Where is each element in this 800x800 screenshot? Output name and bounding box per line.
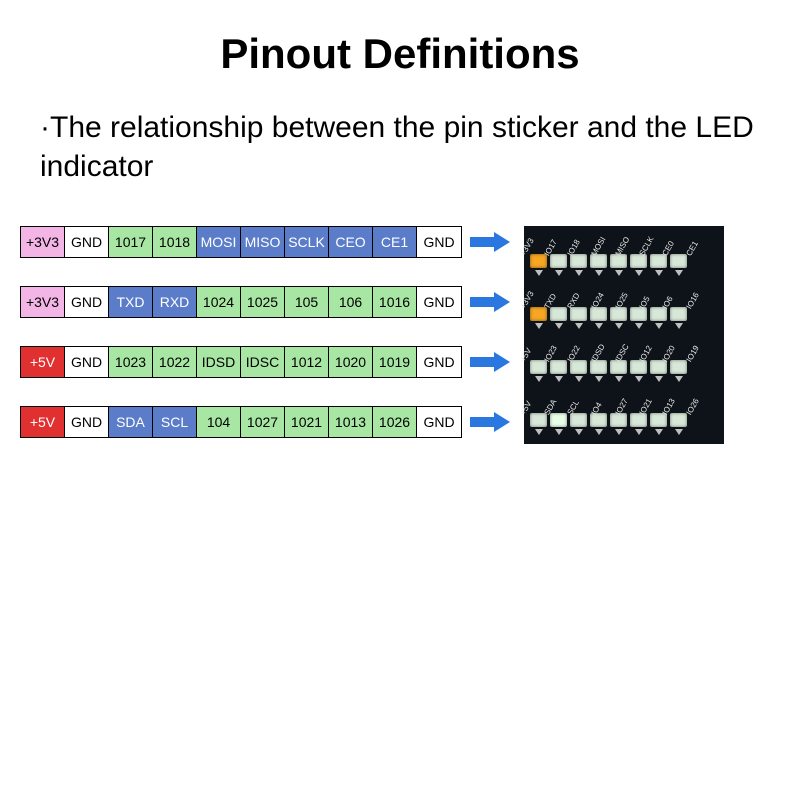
pin-row: +5VGND10231022IDSDIDSC101210201019GND [20, 346, 514, 378]
pcb-arrow-icon [570, 376, 587, 383]
pcb-board: +3V3IO17IO18MOSIMISOSCLKCE0CE1 +3V3TXDRXD… [524, 226, 724, 444]
pin-cell: GND [417, 407, 461, 437]
pin-cell: TXD [109, 287, 153, 317]
pcb-arrow-icon [610, 429, 627, 436]
page-title: Pinout Definitions [20, 30, 780, 78]
pin-cell: GND [417, 347, 461, 377]
pin-rows-container: +3V3GND10171018MOSIMISOSCLKCEOCE1GND+3V3… [20, 226, 514, 466]
pcb-arrow-icon [670, 376, 687, 383]
pin-cell: SCL [153, 407, 197, 437]
arrow-icon [470, 412, 514, 432]
pcb-arrow-icon [670, 270, 687, 277]
pin-cell: 1019 [373, 347, 417, 377]
pcb-arrow-icon [550, 270, 567, 277]
pin-cell: 1020 [329, 347, 373, 377]
pcb-arrow-icon [550, 323, 567, 330]
pin-cell: +3V3 [21, 287, 65, 317]
pcb-arrow-icon [650, 376, 667, 383]
pin-cell: GND [417, 227, 461, 257]
pin-row: +5VGNDSDASCL1041027102110131026GND [20, 406, 514, 438]
pin-cell: 1013 [329, 407, 373, 437]
pcb-arrow-icon [630, 376, 647, 383]
pin-cell: +3V3 [21, 227, 65, 257]
pcb-row: +3V3TXDRXDIO24IO25IO5IO6IO16 [530, 287, 718, 330]
pin-cell: GND [65, 287, 109, 317]
pin-cell: 104 [197, 407, 241, 437]
pin-cell: GND [417, 287, 461, 317]
pin-cell: 1017 [109, 227, 153, 257]
pin-strip: +3V3GNDTXDRXD102410251051061016GND [20, 286, 462, 318]
pcb-arrow-icon [570, 270, 587, 277]
pcb-arrow-icon [630, 270, 647, 277]
pcb-arrow-icon [570, 429, 587, 436]
pin-cell: CE1 [373, 227, 417, 257]
pin-strip: +5VGND10231022IDSDIDSC101210201019GND [20, 346, 462, 378]
pcb-arrow-icon [530, 270, 547, 277]
pin-cell: 1024 [197, 287, 241, 317]
pin-cell: 1026 [373, 407, 417, 437]
pcb-arrow-icon [530, 323, 547, 330]
pcb-arrow-icon [630, 323, 647, 330]
pin-cell: 1016 [373, 287, 417, 317]
pcb-arrow-icon [650, 429, 667, 436]
pcb-arrow-icon [590, 376, 607, 383]
pin-cell: CEO [329, 227, 373, 257]
arrow-icon [470, 232, 514, 252]
pin-cell: 1023 [109, 347, 153, 377]
pcb-arrow-icon [650, 270, 667, 277]
page-subtitle: ·The relationship between the pin sticke… [40, 108, 760, 186]
pcb-arrow-icon [530, 429, 547, 436]
pcb-row: +3V3IO17IO18MOSIMISOSCLKCE0CE1 [530, 234, 718, 277]
pcb-arrow-icon [670, 323, 687, 330]
pin-cell: SCLK [285, 227, 329, 257]
pin-cell: MOSI [197, 227, 241, 257]
pcb-arrow-icon [630, 429, 647, 436]
pin-row: +3V3GND10171018MOSIMISOSCLKCEOCE1GND [20, 226, 514, 258]
pin-cell: SDA [109, 407, 153, 437]
pcb-arrow-icon [590, 270, 607, 277]
pin-strip: +5VGNDSDASCL1041027102110131026GND [20, 406, 462, 438]
pin-cell: GND [65, 227, 109, 257]
pcb-arrow-icon [530, 376, 547, 383]
pcb-row: +5VIO23IO22IDSDIDSCIO12IO20IO19 [530, 340, 718, 383]
pcb-arrow-icon [610, 323, 627, 330]
pin-cell: IDSC [241, 347, 285, 377]
pin-cell: 1022 [153, 347, 197, 377]
pcb-arrow-icon [550, 376, 567, 383]
pin-cell: 1018 [153, 227, 197, 257]
pin-strip: +3V3GND10171018MOSIMISOSCLKCEOCE1GND [20, 226, 462, 258]
pin-cell: +5V [21, 407, 65, 437]
pcb-arrow-icon [610, 270, 627, 277]
pin-row: +3V3GNDTXDRXD102410251051061016GND [20, 286, 514, 318]
pcb-arrow-icon [590, 429, 607, 436]
pin-cell: 1025 [241, 287, 285, 317]
pcb-arrow-icon [550, 429, 567, 436]
pin-cell: 1021 [285, 407, 329, 437]
pin-cell: GND [65, 407, 109, 437]
arrow-icon [470, 352, 514, 372]
pin-cell: RXD [153, 287, 197, 317]
pin-cell: 106 [329, 287, 373, 317]
arrow-icon [470, 292, 514, 312]
pin-cell: 1012 [285, 347, 329, 377]
pin-cell: 105 [285, 287, 329, 317]
pin-cell: 1027 [241, 407, 285, 437]
pcb-arrow-icon [650, 323, 667, 330]
pcb-arrow-icon [610, 376, 627, 383]
pin-cell: MISO [241, 227, 285, 257]
pin-cell: GND [65, 347, 109, 377]
pcb-arrow-icon [570, 323, 587, 330]
pcb-arrow-icon [670, 429, 687, 436]
pin-cell: IDSD [197, 347, 241, 377]
pcb-arrow-icon [590, 323, 607, 330]
pin-cell: +5V [21, 347, 65, 377]
pcb-row: +5VSDASCLIO4IO27IO21IO13IO26 [530, 393, 718, 436]
